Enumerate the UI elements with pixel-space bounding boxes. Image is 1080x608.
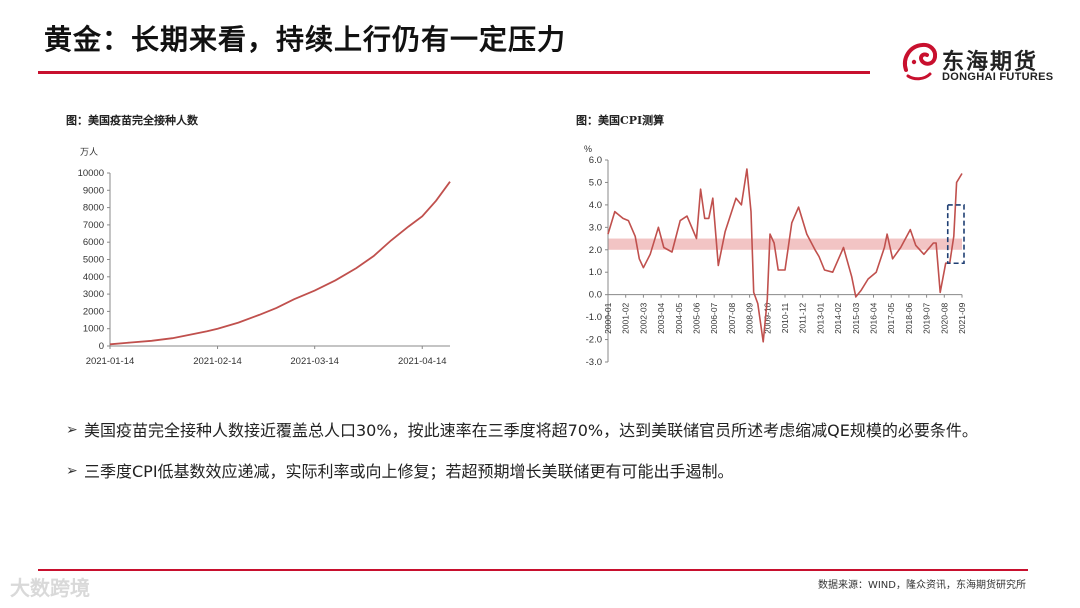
x-tick-label: 2018-06 xyxy=(904,302,914,333)
cpi-series-line xyxy=(607,168,963,343)
x-tick-label: 2021-02-14 xyxy=(193,356,242,367)
x-tick-label: 2001-02 xyxy=(621,302,631,333)
arrow-bullet-icon: ➢ xyxy=(66,463,78,479)
x-tick-label: 2014-02 xyxy=(833,302,843,333)
y-tick-label: 4.0 xyxy=(589,200,602,211)
y-tick-label: 2.0 xyxy=(589,245,602,256)
y-tick-label: -3.0 xyxy=(586,357,602,368)
y-tick-label: 1.0 xyxy=(589,267,602,278)
y-tick-label: 6.0 xyxy=(589,155,602,166)
x-tick-label: 2011-12 xyxy=(798,302,808,333)
y-tick-label: 0.0 xyxy=(589,290,602,301)
bullet-item: ➢ 三季度CPI低基数效应递减，实际利率或向上修复；若超预期增长美联储更有可能出… xyxy=(66,459,996,484)
data-source: 数据来源：WIND，隆众资讯，东海期货研究所 xyxy=(817,580,1026,591)
y-tick-label: 0 xyxy=(99,341,104,352)
x-tick-label: 2004-05 xyxy=(674,302,684,333)
x-tick-label: 2019-07 xyxy=(922,302,932,333)
y-tick-label: 10000 xyxy=(78,168,104,179)
x-tick-label: 2021-09 xyxy=(957,302,967,333)
x-tick-label: 2006-07 xyxy=(709,302,719,333)
x-tick-label: 2013-01 xyxy=(815,302,825,333)
x-tick-label: 2008-09 xyxy=(745,302,755,333)
x-tick-label: 2020-08 xyxy=(939,302,949,333)
cpi-chart: % -3.0 -2.0 -1.0 0.0 1.0 2.0 3.0 4.0 5.0 6.0 2000-0… xyxy=(584,144,967,368)
target-band xyxy=(608,238,962,250)
chart1-title: 图：美国疫苗完全接种人数 xyxy=(66,114,198,127)
x-tick-label: 2002-03 xyxy=(638,302,648,333)
y-tick-label: 6000 xyxy=(83,237,104,248)
x-tick-label: 2009-10 xyxy=(762,302,772,333)
vaccination-series-line xyxy=(109,181,451,346)
y-tick-label: 9000 xyxy=(83,185,104,196)
logo-chinese-name: 东海期货 xyxy=(942,50,1039,75)
y-tick-label: 2000 xyxy=(83,306,104,317)
page-title: 黄金：长期来看，持续上行仍有一定压力 xyxy=(44,23,567,56)
x-tick-label: 2000-01 xyxy=(603,302,613,333)
highlight-box xyxy=(946,204,965,265)
y-tick-label: 5000 xyxy=(83,255,104,266)
y-unit-label: % xyxy=(584,144,592,154)
y-tick-label: -1.0 xyxy=(586,312,602,323)
x-tick-label: 2021-03-14 xyxy=(290,356,339,367)
x-tick-label: 2021-04-14 xyxy=(398,356,447,367)
x-tick-label: 2003-04 xyxy=(656,302,666,333)
bullet-list: ➢ 美国疫苗完全接种人数接近覆盖总人口30%，按此速率在三季度将超70%，达到美… xyxy=(66,418,996,500)
bullet-text: 美国疫苗完全接种人数接近覆盖总人口30%，按此速率在三季度将超70%，达到美联储… xyxy=(84,421,978,440)
arrow-bullet-icon: ➢ xyxy=(66,422,78,438)
logo-english-name: DONGHAI FUTURES xyxy=(942,71,1054,83)
y-tick-label: 3000 xyxy=(83,289,104,300)
y-tick-label: 5.0 xyxy=(589,177,602,188)
y-tick-label: -2.0 xyxy=(586,335,602,346)
vaccination-chart: 万人 0 1000 2000 3000 4000 5000 6000 7000 8000 9000 1… xyxy=(78,147,451,367)
logo-emblem-icon xyxy=(903,42,938,81)
company-logo: 东海期货 DONGHAI FUTURES xyxy=(900,40,1060,90)
y-tick-label: 8000 xyxy=(83,203,104,214)
x-tick-label: 2005-06 xyxy=(691,302,701,333)
y-tick-label: 4000 xyxy=(83,272,104,283)
x-tick-label: 2007-08 xyxy=(727,302,737,333)
watermark: 大数跨境 xyxy=(10,576,90,600)
x-tick-label: 2021-01-14 xyxy=(86,356,135,367)
x-tick-label: 2010-11 xyxy=(780,302,790,333)
bullet-text: 三季度CPI低基数效应递减，实际利率或向上修复；若超预期增长美联储更有可能出手遏… xyxy=(84,462,734,481)
y-tick-label: 1000 xyxy=(83,324,104,335)
x-tick-label: 2016-04 xyxy=(868,302,878,333)
title-divider xyxy=(38,71,870,74)
footer-divider xyxy=(38,569,1028,571)
y-tick-label: 3.0 xyxy=(589,222,602,233)
bullet-item: ➢ 美国疫苗完全接种人数接近覆盖总人口30%，按此速率在三季度将超70%，达到美… xyxy=(66,418,996,443)
x-tick-label: 2017-05 xyxy=(886,302,896,333)
x-tick-label: 2015-03 xyxy=(851,302,861,333)
y-unit-label: 万人 xyxy=(80,147,98,157)
chart2-title: 图：美国CPI测算 xyxy=(576,114,665,127)
y-tick-label: 7000 xyxy=(83,220,104,231)
